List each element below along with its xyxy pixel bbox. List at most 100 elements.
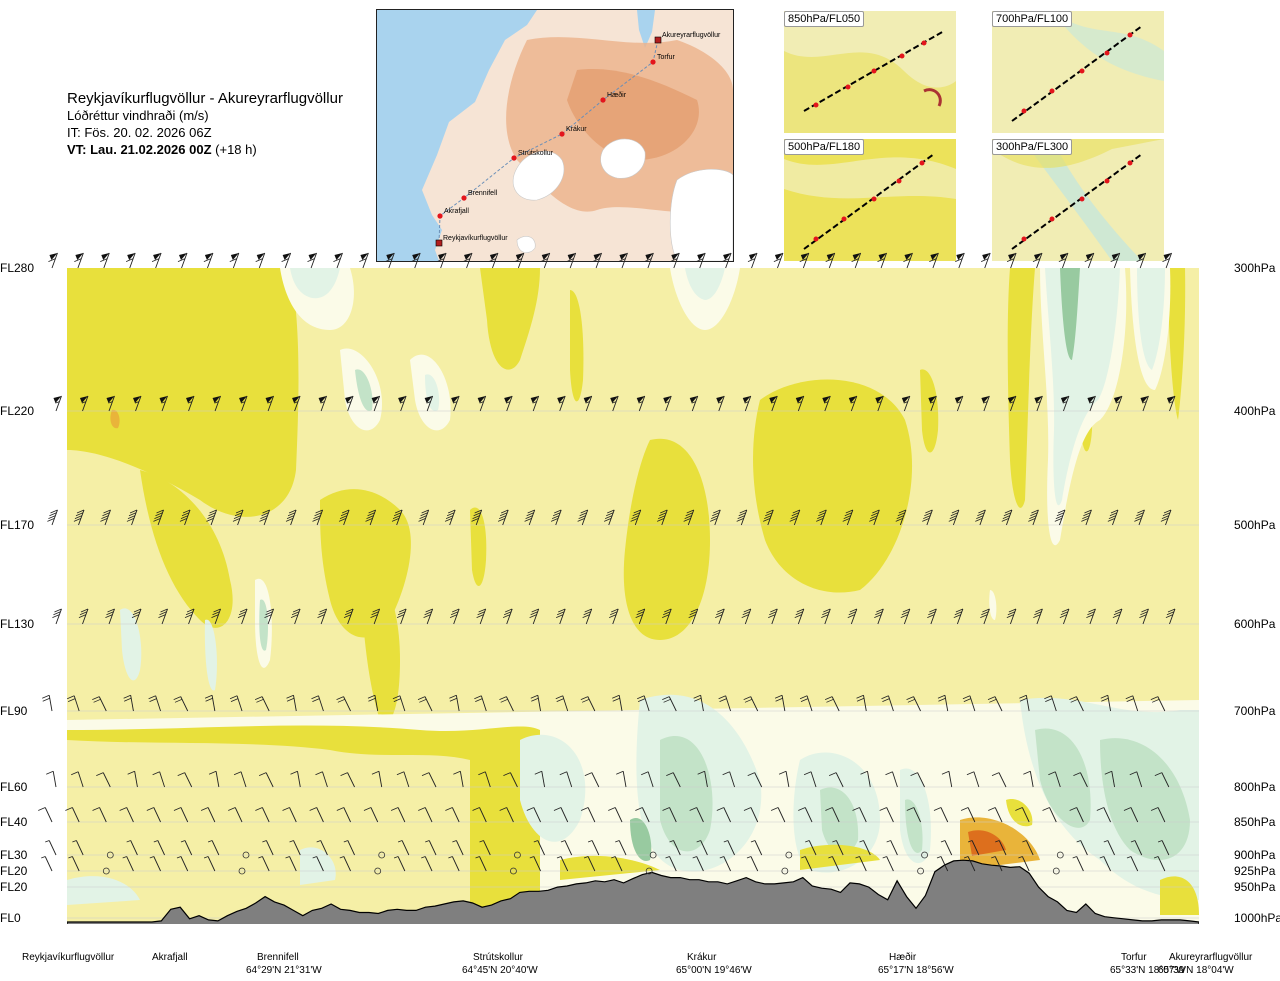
wind-barb: [941, 770, 953, 788]
wind-barb: [1123, 807, 1139, 823]
updraft-region: [140, 470, 233, 628]
downdraft-region: [355, 369, 373, 411]
route-point-label: Brennifell 64°29'N 21°31'W: [246, 951, 322, 977]
downdraft-region: [1045, 268, 1120, 506]
route-point-coord: 65°00'N 19°46'W: [676, 965, 752, 976]
wind-barb: [582, 608, 593, 625]
wind-barb: [203, 252, 214, 269]
wind-barb: [1072, 856, 1084, 872]
thumbnail-850[interactable]: 850hPa/FL050: [784, 11, 956, 133]
wind-barb: [781, 867, 789, 875]
wind-barb: [290, 608, 301, 625]
wind-barb: [553, 807, 569, 823]
updraft-region: [320, 489, 411, 638]
route-point-name: Krákur: [687, 952, 717, 963]
route-point-coord: 65°17'N 18°56'W: [878, 965, 954, 976]
wind-barb: [100, 252, 110, 269]
thumbnail-700[interactable]: 700hPa/FL100: [992, 11, 1164, 133]
wind-barb: [743, 696, 759, 712]
wind-barb: [229, 695, 243, 712]
updraft-region: [360, 560, 400, 723]
wind-barb: [151, 252, 162, 269]
wind-barb: [290, 770, 301, 788]
wind-barb: [333, 252, 343, 269]
wind-barb: [603, 509, 615, 526]
wind-barb: [895, 509, 907, 526]
wind-barb: [397, 840, 410, 856]
wind-barb: [317, 608, 328, 625]
wind-barb: [824, 696, 840, 712]
wind-barb: [285, 856, 297, 872]
wind-barb: [177, 772, 193, 788]
wind-barb: [477, 395, 487, 412]
wind-barb: [886, 840, 898, 856]
wind-barb: [425, 840, 437, 856]
downdraft-core: [630, 818, 652, 861]
wind-barb: [847, 608, 858, 625]
wind-barb: [1150, 696, 1166, 712]
thumbnail-map: [992, 11, 1164, 133]
wind-barb: [666, 772, 681, 788]
wind-barb: [152, 771, 165, 788]
wind-barb: [105, 608, 115, 625]
wind-barb: [78, 608, 89, 625]
wind-barb: [825, 807, 840, 823]
wind-barb: [123, 694, 134, 712]
wind-barb: [1130, 840, 1143, 856]
wind-barb: [933, 807, 949, 823]
waypoint-marker: [437, 213, 443, 219]
updraft-region: [67, 725, 540, 924]
pressure-level-label: 950hPa: [1234, 880, 1276, 894]
wind-barb: [186, 395, 195, 412]
wind-barb: [292, 395, 301, 412]
wind-barb: [663, 395, 672, 412]
wind-barb: [822, 395, 831, 412]
wind-barb: [715, 608, 725, 625]
wind-barb: [503, 772, 518, 788]
wind-barb: [1104, 770, 1116, 788]
wind-barb: [954, 395, 964, 412]
wind-barb: [312, 509, 324, 526]
wind-barb: [763, 509, 774, 526]
wind-barb: [126, 840, 138, 856]
wind-barb: [42, 694, 53, 712]
wind-barb: [259, 509, 270, 526]
wind-barb: [311, 695, 324, 712]
wind-barb: [184, 608, 195, 625]
wind-barb: [828, 856, 840, 872]
wind-barb: [1048, 771, 1061, 788]
airport-marker: [654, 36, 662, 44]
wind-barbs: [38, 252, 1176, 875]
thumbnail-map: [784, 139, 956, 261]
wind-barb: [228, 807, 243, 823]
wind-barb: [583, 856, 596, 872]
downdraft-region: [120, 608, 142, 681]
updraft-region: [623, 438, 710, 640]
wind-barb: [842, 509, 854, 526]
thumbnail-300[interactable]: 300hPa/FL300: [992, 139, 1164, 261]
wind-barb: [471, 509, 483, 526]
wind-barb: [741, 608, 752, 625]
wind-barb: [635, 807, 650, 823]
wind-barb: [1076, 840, 1088, 856]
wind-barb: [38, 807, 53, 823]
pressure-level-label: 850hPa: [1234, 815, 1276, 829]
wind-barb: [821, 608, 831, 625]
wind-barb: [102, 867, 110, 875]
wind-barb: [444, 509, 456, 526]
wind-barb: [855, 856, 867, 872]
map-sea: [377, 10, 537, 261]
flight-level-label: FL30: [0, 848, 28, 862]
wind-barb: [832, 840, 844, 856]
flight-level-label: FL220: [0, 404, 35, 418]
thumbnail-500[interactable]: 500hPa/FL180: [784, 139, 956, 261]
wind-barb: [71, 771, 84, 788]
valid-time-lead: (+18 h): [211, 142, 257, 157]
wind-barb: [312, 856, 324, 872]
route-map-svg: Akureyrarflugvöllur Torfur Hæðir Krákur Strú…: [377, 10, 733, 261]
wind-barb: [180, 840, 193, 856]
updraft-region: [470, 507, 487, 587]
flight-level-label: FL130: [0, 617, 35, 631]
wind-barb: [96, 772, 111, 788]
route-point-coord: 64°29'N 21°31'W: [246, 965, 322, 976]
